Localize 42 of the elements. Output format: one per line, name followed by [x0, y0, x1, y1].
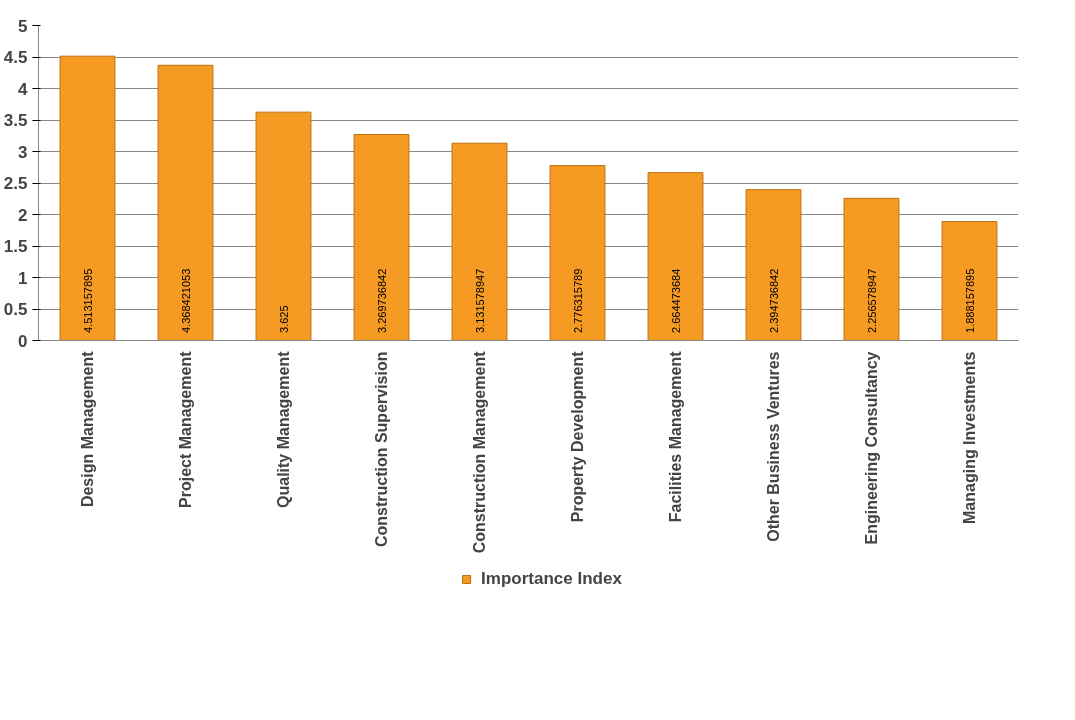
data-label: 4.513157895: [81, 268, 94, 333]
x-tick-label: Construction Supervision: [373, 351, 390, 548]
data-label: 3.269736842: [375, 268, 388, 333]
y-tick-label: 1.5: [3, 237, 28, 256]
x-tick-label: Property Development: [569, 350, 586, 523]
y-tick-label: 5: [18, 16, 28, 36]
bar: [353, 134, 410, 341]
y-tick-label: 2: [18, 205, 28, 225]
x-tick-label: Engineering Consultancy: [863, 351, 880, 545]
x-tick-label: Quality Management: [275, 350, 292, 508]
data-label: 2.776315789: [571, 268, 584, 333]
x-tick-label: Other Business Ventures: [765, 351, 782, 542]
data-label: 3.131578947: [473, 268, 486, 333]
data-label: 3.625: [277, 305, 290, 333]
y-tick-label: 3.5: [3, 111, 28, 130]
y-tick-label: 4: [18, 79, 29, 99]
bar: [59, 55, 116, 341]
bar: [157, 64, 214, 341]
bar: [647, 172, 704, 341]
data-label: 2.256578947: [865, 268, 878, 333]
y-tick-label: 0: [18, 331, 28, 351]
y-tick-label: 0.5: [3, 300, 28, 319]
data-label: 4.368421053: [179, 268, 192, 333]
data-label: 2.394736842: [767, 268, 780, 333]
bar: [451, 142, 508, 341]
y-tick-label: 3: [18, 142, 28, 162]
y-tick-label: 4.5: [3, 48, 28, 67]
bar: [549, 165, 606, 341]
x-tick-label: Facilities Management: [667, 350, 684, 523]
y-tick-label: 1: [18, 268, 28, 288]
x-tick-label: Design Management: [79, 350, 96, 508]
legend-label: Importance Index: [481, 568, 622, 589]
data-label: 1.888157895: [963, 268, 976, 333]
y-tick-label: 2.5: [3, 174, 28, 193]
x-tick-label: Construction Management: [471, 350, 488, 554]
bar: [941, 221, 998, 341]
x-tick-label: Project Management: [177, 350, 194, 508]
data-label: 2.664473684: [669, 268, 682, 333]
bar: [255, 111, 312, 341]
bar: [843, 197, 900, 341]
x-tick-label: Managing Investments: [961, 351, 978, 524]
bar: [745, 189, 802, 341]
